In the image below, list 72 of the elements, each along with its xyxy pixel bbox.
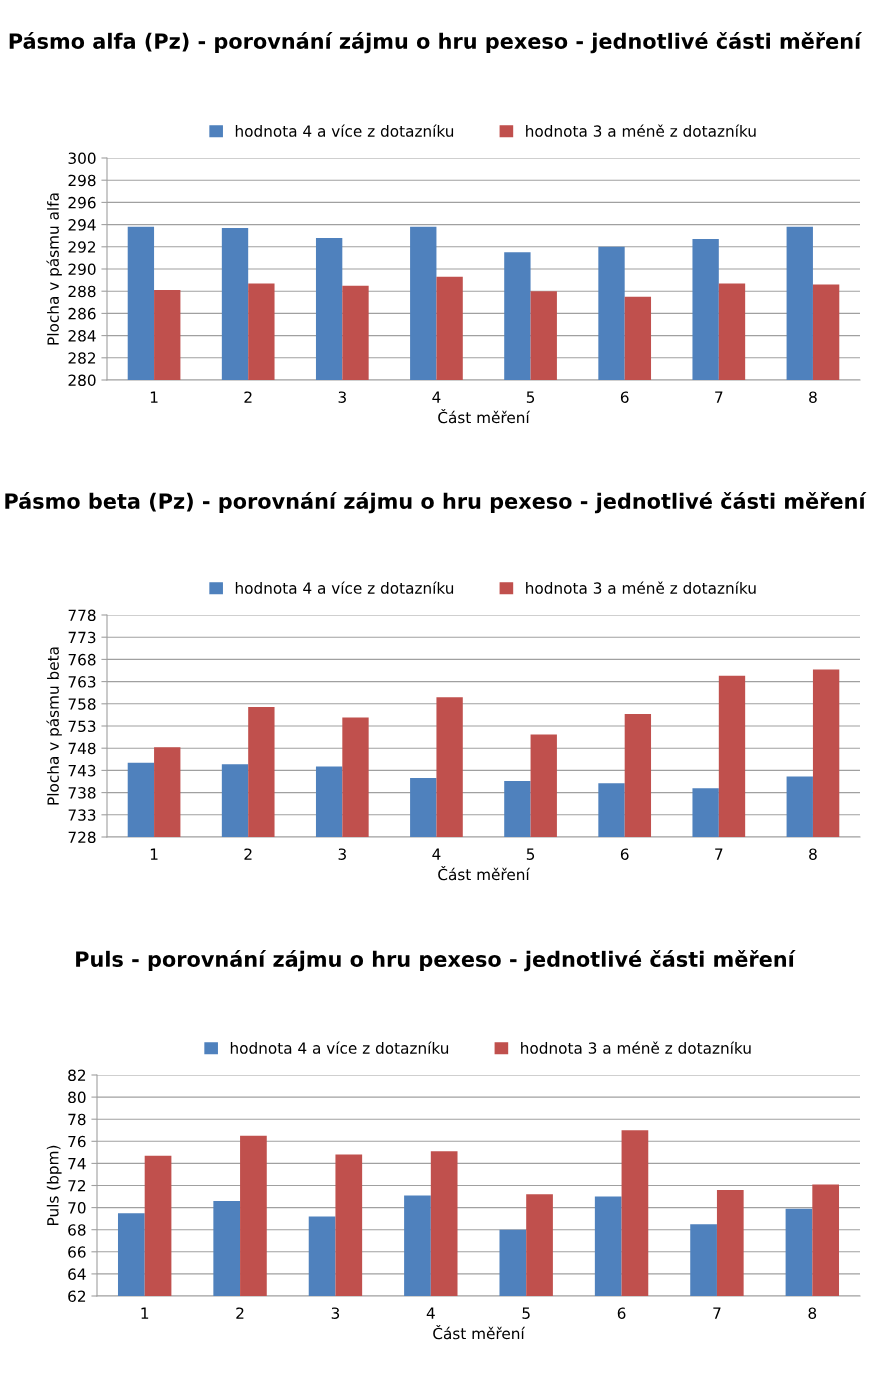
y-tick-label: 753: [68, 720, 96, 733]
y-tick-label: 298: [68, 174, 96, 187]
x-tick-label: 6: [617, 1307, 626, 1319]
y-tick-label: 763: [68, 676, 96, 688]
y-axis-title: Puls (bpm): [46, 1145, 62, 1225]
y-tick-label: 66: [68, 1246, 86, 1258]
y-tick-label: 280: [68, 374, 96, 387]
chart-title: Pásmo alfa (Pz) - porovnání zájmu o hru pexeso - jednotlivé části měření: [9, 32, 863, 54]
y-tick-label: 282: [68, 352, 96, 364]
x-tick-label: 1: [150, 848, 158, 860]
x-axis-title: Část měření: [433, 1324, 526, 1340]
y-tick-label: 64: [68, 1268, 86, 1280]
y-tick-label: 70: [68, 1202, 86, 1214]
y-tick-label: 286: [68, 307, 96, 320]
x-tick-label: 4: [432, 848, 441, 860]
y-tick-label: 82: [68, 1069, 86, 1082]
x-tick-label: 6: [620, 391, 629, 403]
x-tick-label: 3: [338, 848, 346, 860]
y-tick-label: 74: [68, 1158, 86, 1170]
x-tick-label: 8: [809, 391, 817, 403]
y-tick-label: 743: [68, 764, 96, 777]
legend-label: hodnota 4 a více z dotazníku: [235, 581, 454, 594]
y-tick-label: 758: [68, 698, 96, 710]
y-tick-label: 728: [68, 831, 96, 844]
x-tick-label: 5: [522, 1307, 530, 1319]
x-tick-label: 2: [244, 848, 252, 860]
legend-label: hodnota 3 a méně z dotazníku: [521, 1041, 751, 1054]
y-tick-label: 768: [68, 653, 96, 666]
y-tick-label: 738: [68, 787, 96, 799]
y-tick-label: 296: [68, 196, 96, 209]
y-tick-label: 72: [68, 1179, 86, 1192]
y-tick-label: 284: [68, 330, 96, 342]
y-tick-label: 288: [68, 285, 96, 298]
x-tick-label: 4: [426, 1307, 435, 1319]
x-axis-title: Část měření: [438, 408, 531, 424]
legend-label: hodnota 3 a méně z dotazníku: [526, 124, 756, 137]
legend-label: hodnota 4 a více z dotazníku: [235, 124, 454, 137]
x-tick-label: 1: [141, 1307, 149, 1319]
y-tick-label: 290: [68, 263, 96, 276]
y-tick-label: 68: [68, 1224, 86, 1236]
x-tick-label: 1: [150, 391, 158, 403]
y-tick-label: 733: [68, 809, 96, 821]
x-tick-label: 5: [526, 848, 535, 860]
x-tick-label: 3: [331, 1307, 340, 1319]
y-tick-label: 80: [68, 1091, 86, 1104]
x-tick-label: 5: [526, 391, 535, 403]
x-tick-label: 2: [236, 1307, 244, 1319]
chart-title: Puls - porovnání zájmu o hru pexeso - jednotlivé části měření: [76, 950, 796, 972]
x-tick-label: 6: [620, 848, 629, 860]
y-tick-label: 300: [68, 152, 96, 165]
x-tick-label: 7: [715, 391, 723, 403]
y-tick-label: 62: [68, 1290, 86, 1303]
x-tick-label: 8: [808, 1307, 817, 1319]
x-axis-title: Část měření: [438, 865, 531, 881]
y-axis-title: Plocha v pásmu beta: [46, 647, 62, 805]
y-tick-label: 778: [68, 609, 96, 622]
x-tick-label: 3: [338, 391, 346, 403]
chart-title: Pásmo beta (Pz) - porovnání zájmu o hru pexeso - jednotlivé části měření: [5, 492, 867, 514]
x-tick-label: 8: [809, 848, 817, 860]
x-tick-label: 2: [244, 391, 252, 403]
y-tick-label: 748: [68, 742, 96, 755]
x-tick-label: 7: [715, 848, 723, 860]
y-tick-label: 294: [68, 219, 96, 231]
y-tick-label: 76: [68, 1135, 86, 1148]
x-tick-label: 7: [713, 1307, 721, 1319]
y-tick-label: 773: [68, 631, 96, 644]
y-tick-label: 78: [68, 1113, 86, 1126]
legend-label: hodnota 4 a více z dotazníku: [230, 1041, 449, 1054]
y-axis-title: Plocha v pásmu alfa: [46, 193, 62, 345]
legend-label: hodnota 3 a méně z dotazníku: [526, 581, 756, 594]
x-tick-label: 4: [432, 391, 441, 403]
y-tick-label: 292: [68, 241, 96, 253]
